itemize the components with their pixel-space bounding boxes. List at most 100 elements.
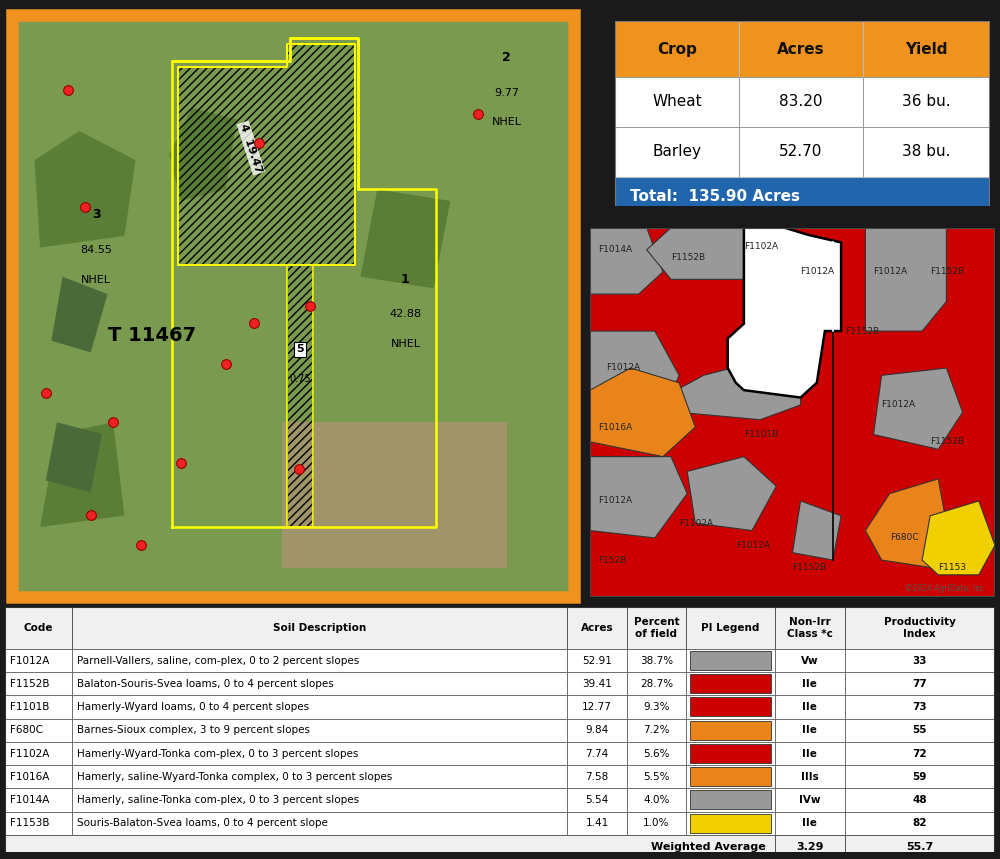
Text: Weighted Average: Weighted Average (651, 842, 765, 851)
Bar (567, 789, 627, 812)
Text: Non-Irr
Class *c: Non-Irr Class *c (787, 618, 833, 639)
Text: 39.41: 39.41 (582, 679, 612, 689)
Text: F680C: F680C (10, 725, 43, 735)
Polygon shape (590, 228, 663, 294)
Text: 73: 73 (912, 702, 927, 712)
Bar (845, 812, 995, 835)
Bar (690, 698, 771, 716)
Bar (615, 127, 739, 177)
Text: 3: 3 (92, 209, 101, 222)
Bar (627, 607, 686, 649)
Bar (690, 790, 771, 809)
Text: F680C: F680C (890, 533, 918, 542)
Bar (690, 721, 771, 740)
Bar (686, 789, 775, 812)
Text: F1152B: F1152B (792, 563, 827, 572)
Text: 5.54: 5.54 (585, 795, 609, 805)
Bar (5, 719, 72, 742)
Bar (686, 649, 775, 673)
Text: Yield: Yield (905, 42, 948, 57)
Text: F1102A: F1102A (10, 748, 49, 758)
Bar (5, 649, 72, 673)
Polygon shape (922, 501, 995, 575)
Text: F1012A: F1012A (606, 363, 640, 373)
Bar (775, 673, 845, 696)
Bar (739, 21, 862, 77)
Text: F1012A: F1012A (736, 541, 770, 550)
Polygon shape (40, 423, 124, 527)
Text: IIIs: IIIs (801, 772, 819, 782)
Text: F1102A: F1102A (744, 241, 778, 251)
Text: F1152B: F1152B (845, 326, 879, 336)
Text: F1152B: F1152B (930, 437, 964, 447)
Text: F1012A: F1012A (801, 267, 835, 277)
Text: 72: 72 (912, 748, 927, 758)
Text: F1016A: F1016A (598, 423, 632, 431)
Bar (690, 674, 771, 693)
Text: 77: 77 (912, 679, 927, 689)
Bar (686, 696, 775, 719)
Bar (72, 742, 567, 765)
Bar (627, 649, 686, 673)
Text: 9.3%: 9.3% (643, 702, 670, 712)
Bar (567, 812, 627, 835)
Text: 52.70: 52.70 (779, 144, 822, 159)
Text: F1102A: F1102A (679, 519, 713, 527)
Polygon shape (34, 131, 136, 247)
Bar (72, 673, 567, 696)
Text: 4.0%: 4.0% (643, 795, 670, 805)
Bar (775, 835, 845, 858)
Bar (567, 607, 627, 649)
Polygon shape (169, 107, 237, 201)
Text: 33: 33 (913, 655, 927, 666)
Bar (72, 607, 567, 649)
Text: 7.58: 7.58 (585, 772, 609, 782)
Bar (5, 742, 72, 765)
Bar (567, 696, 627, 719)
Text: 7.74: 7.74 (585, 748, 609, 758)
Text: F1012A: F1012A (874, 267, 908, 277)
Bar (845, 607, 995, 649)
Bar (686, 812, 775, 835)
Bar (739, 127, 862, 177)
Text: NHEL: NHEL (492, 118, 522, 127)
Text: 55: 55 (913, 725, 927, 735)
Bar (686, 765, 775, 789)
Text: 0.75: 0.75 (289, 374, 311, 383)
Text: F1012A: F1012A (882, 400, 916, 410)
Text: F1101B: F1101B (10, 702, 49, 712)
Bar (72, 812, 567, 835)
Text: Hamerly-Wyard-Tonka com-plex, 0 to 3 percent slopes: Hamerly-Wyard-Tonka com-plex, 0 to 3 per… (77, 748, 359, 758)
Bar (5, 673, 72, 696)
Text: IIe: IIe (802, 748, 817, 758)
Text: 52.91: 52.91 (582, 655, 612, 666)
Bar (775, 696, 845, 719)
Text: 5.5%: 5.5% (643, 772, 670, 782)
Bar (627, 673, 686, 696)
Text: IIe: IIe (802, 702, 817, 712)
Polygon shape (792, 501, 841, 560)
Bar (862, 21, 990, 77)
Bar (5, 789, 72, 812)
Polygon shape (865, 478, 946, 568)
Bar (739, 77, 862, 127)
Bar (627, 765, 686, 789)
Text: Wheat: Wheat (652, 94, 702, 109)
Bar (615, 177, 990, 217)
Bar (5, 607, 72, 649)
Text: 4  19.47: 4 19.47 (238, 122, 264, 174)
Bar (775, 812, 845, 835)
Bar (845, 719, 995, 742)
Text: F1014A: F1014A (10, 795, 49, 805)
Text: 5: 5 (296, 344, 304, 355)
Text: IIe: IIe (802, 679, 817, 689)
Bar (72, 719, 567, 742)
Text: 28.7%: 28.7% (640, 679, 673, 689)
Polygon shape (349, 492, 507, 568)
Text: 9.77: 9.77 (494, 88, 519, 98)
Bar (72, 649, 567, 673)
Bar (567, 742, 627, 765)
Bar (775, 719, 845, 742)
Text: 1.0%: 1.0% (643, 819, 670, 828)
Text: 38 bu.: 38 bu. (902, 144, 950, 159)
